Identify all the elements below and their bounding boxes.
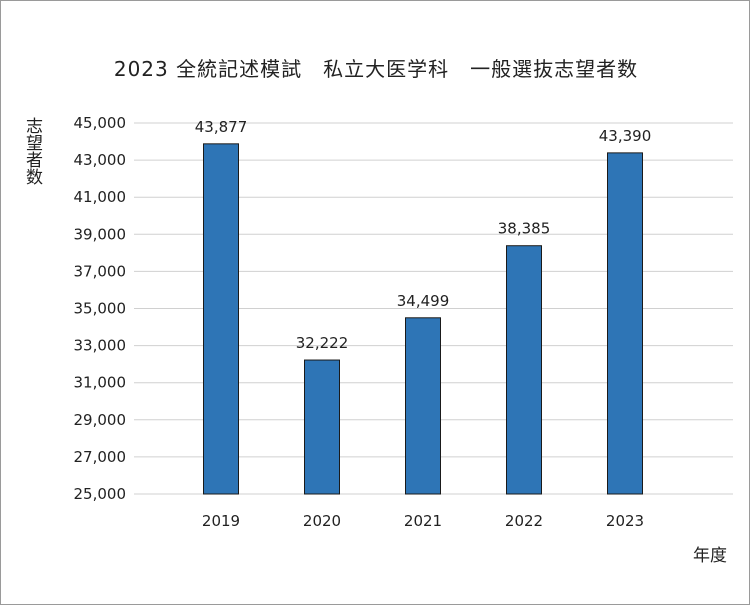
y-axis-label: 志望者数 bbox=[22, 117, 42, 185]
y-tick-label: 41,000 bbox=[74, 188, 127, 206]
bar-2023 bbox=[607, 152, 643, 495]
y-tick-label: 37,000 bbox=[74, 262, 127, 280]
x-tick-label: 2020 bbox=[303, 512, 341, 530]
bar-2020 bbox=[304, 359, 340, 495]
bar-2022 bbox=[506, 245, 542, 495]
data-label-2021: 34,499 bbox=[397, 292, 450, 310]
data-label-2019: 43,877 bbox=[195, 118, 248, 136]
y-tick-label: 33,000 bbox=[74, 337, 127, 355]
x-tick-label: 2022 bbox=[505, 512, 543, 530]
y-tick-label: 25,000 bbox=[74, 485, 127, 503]
data-label-2022: 38,385 bbox=[498, 220, 551, 238]
y-tick-label: 35,000 bbox=[74, 300, 127, 318]
bar-2019 bbox=[203, 143, 239, 495]
x-tick-label: 2019 bbox=[202, 512, 240, 530]
chart-title: 2023 全統記述模試 私立大医学科 一般選抜志望者数 bbox=[113, 57, 639, 81]
x-axis-label: 年度 bbox=[693, 546, 727, 566]
y-tick-label: 31,000 bbox=[74, 374, 127, 392]
y-tick-label: 43,000 bbox=[74, 151, 127, 169]
y-tick-label: 29,000 bbox=[74, 411, 127, 429]
bar-2021 bbox=[405, 317, 441, 495]
x-tick-label: 2023 bbox=[606, 512, 644, 530]
y-tick-label: 27,000 bbox=[74, 448, 127, 466]
y-tick-label: 39,000 bbox=[74, 225, 127, 243]
data-label-2023: 43,390 bbox=[599, 127, 652, 145]
x-tick-label: 2021 bbox=[404, 512, 442, 530]
y-tick-label: 45,000 bbox=[74, 114, 127, 132]
data-label-2020: 32,222 bbox=[296, 334, 349, 352]
